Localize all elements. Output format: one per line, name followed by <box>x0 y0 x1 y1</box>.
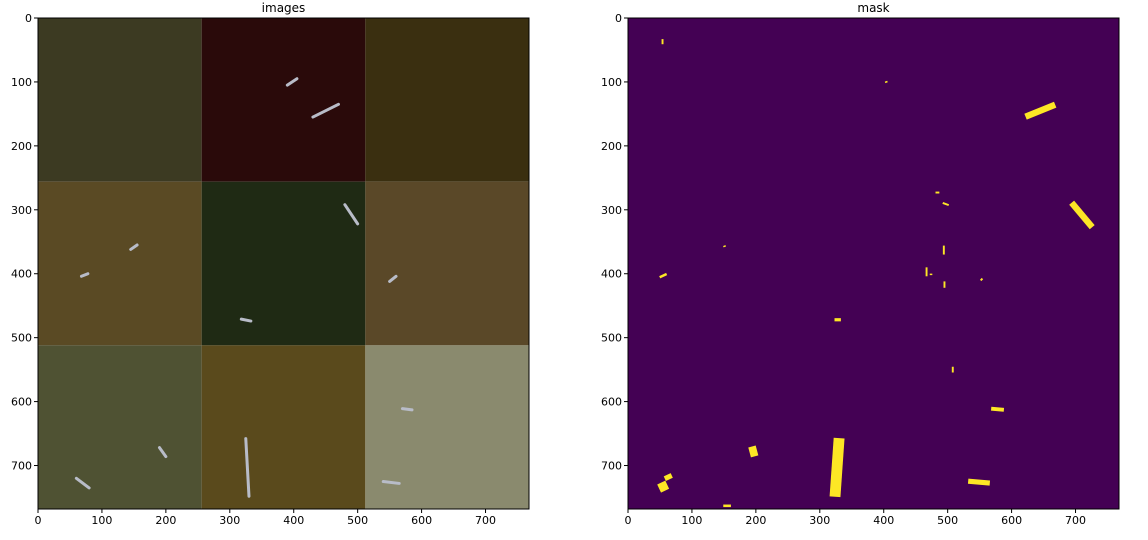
mask-regions <box>657 39 1095 508</box>
mask-region <box>925 267 928 277</box>
mask-y-tick-label: 300 <box>601 204 622 217</box>
images-x-tick-label: 200 <box>155 514 176 527</box>
images-title: images <box>262 1 306 15</box>
images-y-tick-label: 300 <box>11 204 32 217</box>
image-tile <box>38 181 202 346</box>
mask-region <box>663 473 673 481</box>
image-tile <box>365 18 529 182</box>
mask-region <box>723 245 726 248</box>
mask-region <box>1069 200 1095 230</box>
mask-region <box>929 273 933 276</box>
images-y-tick-label: 500 <box>11 332 32 345</box>
images-y-tick-label: 100 <box>11 76 32 89</box>
image-tile <box>201 18 366 182</box>
mask-region <box>723 504 731 508</box>
ship-mark <box>343 203 360 226</box>
mask-region <box>942 202 950 207</box>
mask-region <box>943 281 946 288</box>
images-x-axis: 0 100 200 300 400 500 600 700 <box>35 509 496 527</box>
mask-region <box>990 406 1005 412</box>
ship-mark <box>381 480 401 485</box>
images-y-tick-label: 600 <box>11 396 32 409</box>
mask-background <box>628 18 1119 509</box>
images-y-axis: 0 100 200 300 400 500 600 700 <box>11 12 38 473</box>
ship-mark <box>79 272 90 278</box>
mask-axes-frame <box>627 17 1120 510</box>
mask-region <box>884 80 888 84</box>
images-tile-mosaic <box>38 18 529 509</box>
mask-x-tick-label: 600 <box>1001 514 1022 527</box>
images-y-tick-label: 200 <box>11 140 32 153</box>
mask-x-tick-label: 200 <box>745 514 766 527</box>
ship-mark <box>129 243 139 251</box>
ship-mark <box>74 476 91 490</box>
ship-mark <box>285 77 299 87</box>
image-tile <box>38 345 202 509</box>
image-tile <box>365 181 529 346</box>
mask-region <box>661 39 664 45</box>
mask-x-tick-label: 400 <box>873 514 894 527</box>
mask-y-tick-label: 700 <box>601 460 622 473</box>
mask-region <box>979 277 984 282</box>
image-tile <box>201 345 366 509</box>
mask-region <box>657 480 670 493</box>
images-x-tick-label: 500 <box>347 514 368 527</box>
mask-x-tick-label: 500 <box>937 514 958 527</box>
mask-region <box>942 245 945 255</box>
mask-x-axis: 0 100 200 300 400 500 600 700 <box>625 509 1086 527</box>
images-x-tick-label: 700 <box>475 514 496 527</box>
ship-mark <box>244 437 251 498</box>
images-ship-layer <box>74 77 414 498</box>
ship-mark <box>388 274 398 283</box>
images-y-tick-label: 700 <box>11 460 32 473</box>
images-x-tick-label: 400 <box>283 514 304 527</box>
images-y-tick-label: 400 <box>11 268 32 281</box>
mask-region <box>935 191 940 194</box>
mask-region <box>967 478 991 486</box>
mask-title: mask <box>857 1 889 15</box>
mask-x-tick-label: 0 <box>625 514 632 527</box>
mask-region <box>1024 101 1057 120</box>
mask-x-tick-label: 100 <box>681 514 702 527</box>
mask-region <box>829 437 845 498</box>
mask-y-tick-label: 200 <box>601 140 622 153</box>
mask-region <box>834 318 841 322</box>
mask-x-tick-label: 700 <box>1065 514 1086 527</box>
image-tile <box>365 345 529 509</box>
mask-y-tick-label: 600 <box>601 396 622 409</box>
mask-y-tick-label: 400 <box>601 268 622 281</box>
image-tile <box>201 181 366 346</box>
mask-region <box>951 366 954 373</box>
images-axes-frame <box>37 17 530 510</box>
mask-y-tick-label: 500 <box>601 332 622 345</box>
ship-mark <box>157 446 168 459</box>
images-x-tick-label: 100 <box>91 514 112 527</box>
images-x-tick-label: 600 <box>411 514 432 527</box>
ship-mark <box>311 102 340 119</box>
images-y-tick-label: 0 <box>25 12 32 25</box>
mask-region <box>748 445 759 458</box>
mask-y-tick-label: 100 <box>601 76 622 89</box>
mask-y-tick-label: 0 <box>615 12 622 25</box>
mask-region <box>659 272 668 279</box>
images-x-tick-label: 300 <box>219 514 240 527</box>
mask-x-tick-label: 300 <box>809 514 830 527</box>
images-x-tick-label: 0 <box>35 514 42 527</box>
image-tile <box>38 18 202 182</box>
ship-mark <box>239 317 253 323</box>
ship-mark <box>400 407 414 412</box>
mask-y-axis: 0 100 200 300 400 500 600 700 <box>601 12 628 473</box>
